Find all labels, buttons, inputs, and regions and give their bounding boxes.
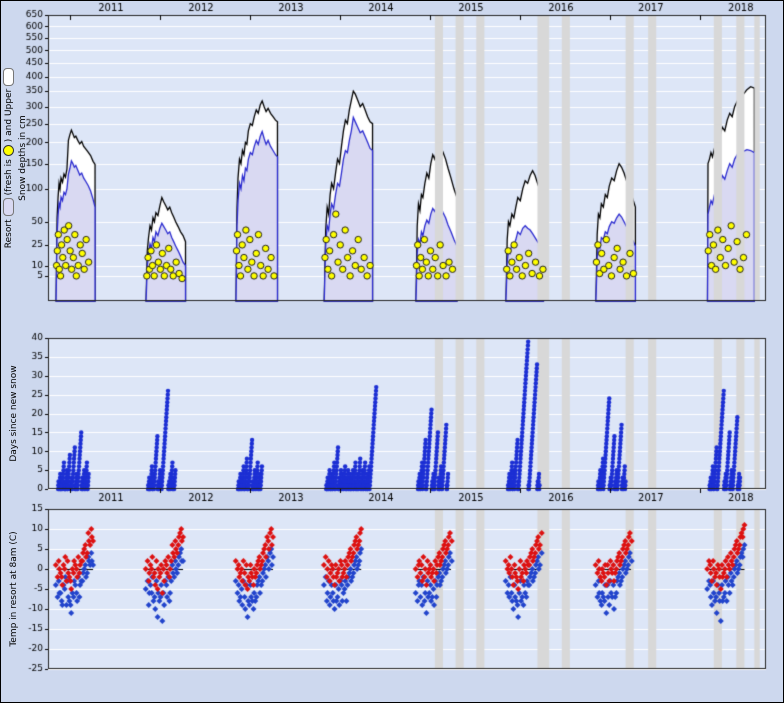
- temp-axis-label: Temp in resort at 8am (C): [9, 531, 19, 647]
- snow-depth-units-label: Snow depths in cm: [18, 115, 28, 201]
- fresh-snow-dot-icon: [3, 145, 14, 157]
- resort-label: Resort: [3, 219, 14, 249]
- upper-depth-swatch-icon: [3, 67, 14, 86]
- snow-depth-legend-axis-label: Resort (fresh is ) and Upper: [3, 15, 14, 301]
- fresh-close-label: ) and Upper: [3, 88, 14, 143]
- fresh-open-label: (fresh is: [3, 159, 14, 196]
- resort-depth-swatch-icon: [3, 198, 14, 217]
- days-since-snow-axis-label: Days since new snow: [9, 365, 19, 462]
